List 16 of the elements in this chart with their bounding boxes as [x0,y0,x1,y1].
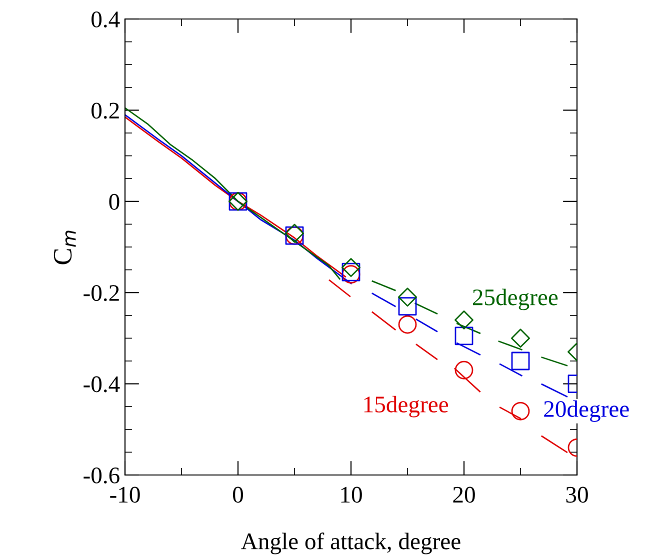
y-tick-label: 0.4 [92,11,120,28]
x-tick-label: 0 [232,486,244,503]
y-tick-label: -0.4 [84,376,120,392]
y-tick-label: -0.6 [84,467,120,484]
x-tick-label: -10 [110,486,140,503]
y-tick-label: -0.2 [84,285,119,302]
x-tick-label: 10 [341,486,362,503]
y-tick-label: 0.2 [92,102,119,119]
series-label: 25degree [472,288,558,310]
series-label: 15degree [364,396,448,418]
x-axis-title: Angle of attack, degree [241,532,460,554]
y-axis-title: C$_{m}$ [54,230,76,264]
series-label: 20degree [544,400,629,422]
x-tick-label: 20 [453,486,475,503]
y-tick-label: 0 [109,194,120,210]
x-tick-label: 30 [566,486,588,503]
